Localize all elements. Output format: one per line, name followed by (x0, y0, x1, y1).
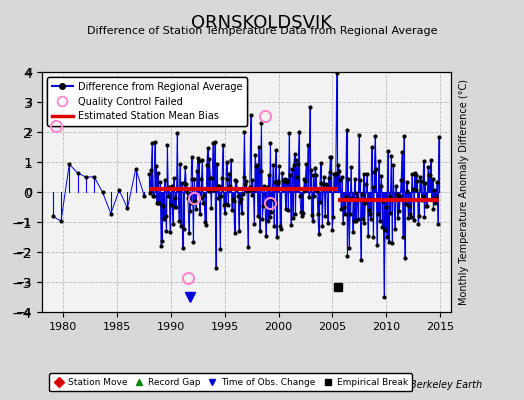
Text: ORNSKOLDSVIK: ORNSKOLDSVIK (191, 14, 333, 32)
Legend: Difference from Regional Average, Quality Control Failed, Estimated Station Mean: Difference from Regional Average, Qualit… (47, 77, 247, 126)
Legend: Station Move, Record Gap, Time of Obs. Change, Empirical Break: Station Move, Record Gap, Time of Obs. C… (49, 374, 412, 392)
Text: Berkeley Earth: Berkeley Earth (410, 380, 482, 390)
Text: Difference of Station Temperature Data from Regional Average: Difference of Station Temperature Data f… (87, 26, 437, 36)
Y-axis label: Monthly Temperature Anomaly Difference (°C): Monthly Temperature Anomaly Difference (… (459, 79, 469, 305)
